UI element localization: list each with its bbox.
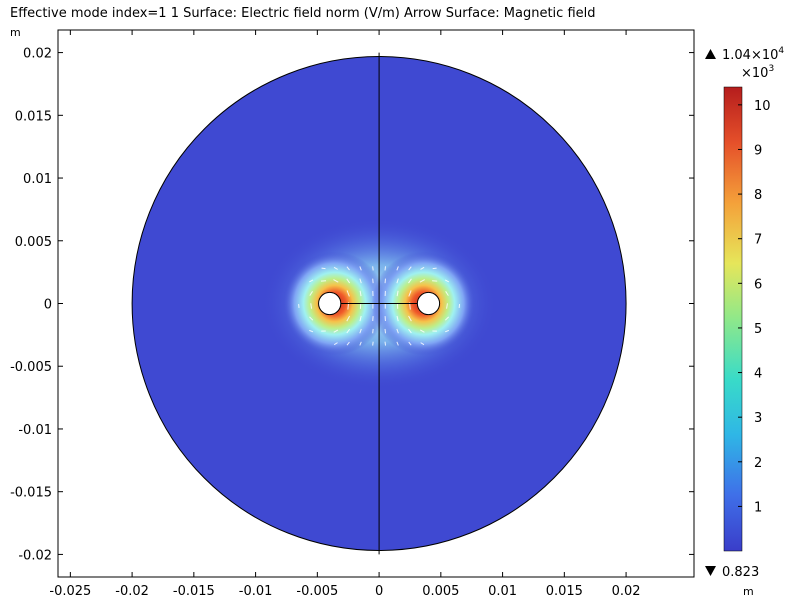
field-arrow — [359, 328, 362, 334]
colorbar-tick-label: 10 — [754, 99, 771, 114]
field-arrow — [346, 278, 351, 284]
x-axis-unit: m — [743, 585, 754, 598]
x-axis-ticks: -0.025 -0.02 -0.015 -0.01 -0.005 0 0.005 0.01 0.… — [49, 30, 641, 599]
y-tick-label: -0.02 — [18, 548, 52, 563]
field-arrow — [309, 291, 313, 296]
colorbar-tick-label: 7 — [754, 233, 762, 248]
field-arrow — [309, 279, 314, 283]
x-tick-label: 0.01 — [488, 584, 517, 599]
y-tick-label: -0.01 — [18, 423, 52, 438]
field-arrow — [408, 290, 412, 297]
field-arrow — [310, 303, 313, 309]
y-tick-label: -0.015 — [10, 486, 52, 501]
field-arrow — [408, 278, 412, 284]
y-axis-unit: m — [10, 26, 21, 39]
colorbar-max-label: 1.04×104 — [722, 46, 784, 63]
colorbar-tick-label: 1 — [754, 500, 762, 515]
field-arrow — [420, 342, 425, 346]
field-arrow — [445, 291, 449, 296]
field-arrow — [444, 279, 450, 283]
colorbar-scale-exponent: 3 — [768, 64, 774, 74]
colorbar-scale-label: ×103 — [741, 64, 774, 81]
colorbar-tick-label: 2 — [754, 456, 762, 471]
field-arrow — [346, 328, 351, 334]
y-tick-label: 0.02 — [23, 47, 52, 62]
colorbar-tick-label: 9 — [754, 143, 762, 158]
conductor-left — [318, 291, 342, 316]
field-arrow — [309, 316, 314, 321]
x-tick-label: -0.015 — [173, 584, 215, 599]
field-arrow — [444, 316, 450, 321]
field-arrow — [359, 315, 362, 322]
field-arrow — [408, 341, 412, 346]
field-arrow — [333, 266, 338, 270]
field-arrow — [309, 329, 314, 333]
field-arrow — [419, 279, 425, 283]
field-arrow — [396, 341, 399, 346]
colorbar-min-label: 0.823 — [722, 565, 759, 580]
magnetic-field-arrows — [298, 266, 461, 346]
colorbar-tick-label: 4 — [754, 367, 762, 382]
colorbar-gradient — [723, 86, 743, 552]
colorbar-tick-label: 8 — [754, 188, 762, 203]
field-arrow — [359, 341, 362, 346]
field-arrow — [408, 328, 412, 334]
field-arrow — [346, 341, 350, 346]
field-arrow — [346, 290, 350, 297]
field-arrow — [359, 290, 362, 297]
colorbar-tick-label: 3 — [754, 411, 762, 426]
field-arrow — [346, 315, 351, 322]
field-arrow — [408, 315, 412, 322]
colorbar-max-mantissa: 1.04×10 — [722, 48, 778, 63]
x-tick-label: -0.01 — [239, 584, 273, 599]
field-arrow — [420, 266, 425, 270]
plot-title: Effective mode index=1 1 Surface: Electr… — [10, 6, 596, 21]
field-arrow — [396, 278, 399, 284]
y-tick-label: 0.005 — [15, 235, 52, 250]
colorbar-tick-label: 6 — [754, 277, 762, 292]
field-arrow — [396, 266, 399, 271]
field-arrow — [419, 329, 425, 333]
max-triangle-icon — [705, 49, 716, 59]
field-arrow — [359, 266, 362, 271]
y-axis-ticks: 0.02 0.015 0.01 0.005 0 -0.005 -0.01 -0.015 -0.0… — [10, 47, 694, 563]
conductor-right — [416, 291, 441, 316]
field-arrow — [346, 266, 350, 271]
field-arrow — [333, 342, 338, 346]
min-triangle-icon — [705, 566, 716, 576]
x-tick-label: -0.02 — [115, 584, 149, 599]
x-tick-label: 0.005 — [422, 584, 459, 599]
x-tick-label: 0.02 — [612, 584, 641, 599]
x-tick-label: -0.005 — [296, 584, 338, 599]
y-tick-label: 0 — [44, 298, 52, 313]
field-arrow — [396, 315, 399, 322]
field-arrow — [446, 303, 448, 309]
field-arrow — [359, 278, 362, 284]
field-surface — [131, 52, 627, 555]
x-tick-label: -0.025 — [49, 584, 91, 599]
field-arrow — [333, 329, 339, 333]
field-arrow — [432, 267, 437, 270]
field-arrow — [444, 329, 450, 333]
field-arrow — [321, 267, 326, 270]
field-arrow — [333, 279, 339, 283]
field-arrow — [396, 290, 399, 297]
colorbar-scale-mantissa: ×10 — [741, 66, 768, 81]
colorbar-tick-label: 5 — [754, 322, 762, 337]
y-tick-label: 0.015 — [15, 109, 52, 124]
x-tick-label: 0 — [375, 584, 383, 599]
field-arrow — [408, 266, 412, 271]
field-arrow — [396, 328, 399, 334]
y-tick-label: 0.01 — [23, 172, 52, 187]
y-tick-label: -0.005 — [10, 360, 52, 375]
x-tick-label: 0.015 — [546, 584, 583, 599]
colorbar-max-exponent: 4 — [778, 46, 784, 56]
